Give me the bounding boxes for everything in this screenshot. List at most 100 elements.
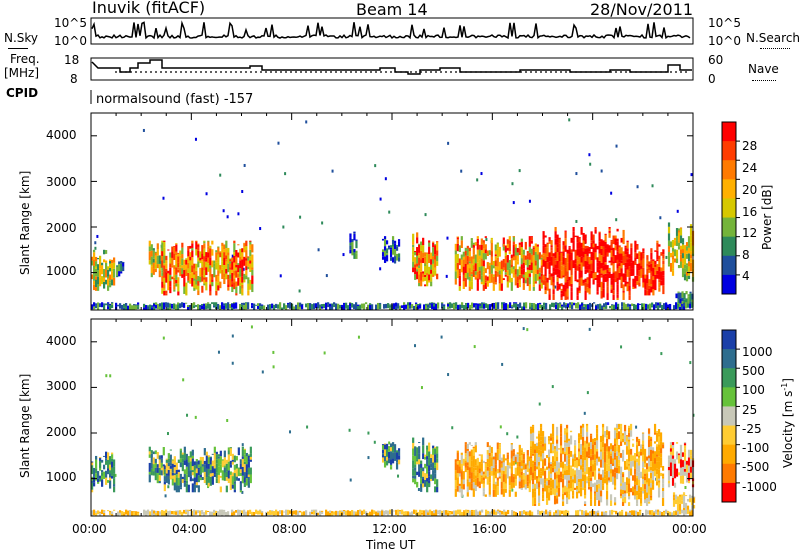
data-cell bbox=[606, 281, 609, 287]
data-cell bbox=[611, 463, 615, 466]
data-cell bbox=[470, 478, 473, 484]
data-cell bbox=[422, 257, 425, 264]
data-cell bbox=[691, 510, 694, 516]
freq-label: Freq. bbox=[10, 52, 40, 66]
data-cell bbox=[163, 474, 166, 477]
data-cell bbox=[572, 235, 575, 241]
data-cell bbox=[687, 266, 691, 272]
data-cell bbox=[627, 436, 631, 440]
data-cell bbox=[426, 449, 429, 457]
data-cell bbox=[564, 257, 567, 266]
data-cell bbox=[683, 245, 687, 254]
data-cell bbox=[558, 237, 561, 239]
data-cell bbox=[383, 250, 387, 257]
data-cell bbox=[241, 448, 244, 457]
data-cell bbox=[637, 511, 640, 516]
data-cell bbox=[496, 480, 499, 487]
data-cell bbox=[619, 495, 623, 499]
data-cell bbox=[412, 475, 415, 479]
data-cell bbox=[470, 256, 473, 264]
data-cell bbox=[581, 455, 585, 458]
data-cell bbox=[543, 458, 547, 466]
data-cell bbox=[277, 511, 280, 516]
data-cell bbox=[553, 446, 557, 449]
data-cell bbox=[494, 484, 497, 490]
scatter-point bbox=[277, 141, 280, 145]
data-cell bbox=[359, 509, 362, 511]
data-cell bbox=[468, 459, 471, 468]
data-cell bbox=[95, 459, 98, 469]
data-cell bbox=[458, 258, 461, 266]
data-cell bbox=[428, 471, 431, 477]
data-cell bbox=[576, 295, 579, 300]
data-cell bbox=[563, 430, 567, 435]
data-cell bbox=[675, 235, 679, 241]
data-cell bbox=[187, 509, 190, 511]
data-cell bbox=[233, 473, 236, 482]
data-cell bbox=[619, 434, 623, 442]
data-cell bbox=[540, 254, 543, 258]
data-cell bbox=[641, 490, 645, 494]
data-cell bbox=[239, 268, 242, 277]
data-cell bbox=[447, 510, 450, 513]
data-cell bbox=[607, 451, 611, 459]
data-cell bbox=[209, 473, 212, 477]
data-cell bbox=[609, 453, 613, 456]
data-cell bbox=[351, 241, 354, 252]
data-cell bbox=[468, 467, 471, 476]
data-cell bbox=[484, 236, 487, 238]
data-cell bbox=[185, 512, 188, 515]
data-cell bbox=[229, 278, 232, 287]
data-cell bbox=[611, 304, 614, 306]
data-cell bbox=[462, 259, 465, 262]
data-cell bbox=[215, 252, 218, 261]
data-cell bbox=[681, 253, 685, 259]
data-cell bbox=[421, 512, 424, 515]
data-cell bbox=[482, 260, 485, 267]
data-cell bbox=[681, 244, 685, 250]
data-cell bbox=[137, 304, 140, 307]
data-cell bbox=[249, 263, 252, 270]
data-cell bbox=[101, 459, 104, 463]
data-cell bbox=[458, 466, 461, 474]
data-cell bbox=[163, 476, 166, 482]
data-cell bbox=[508, 275, 511, 283]
data-cell bbox=[416, 461, 419, 465]
data-cell bbox=[572, 248, 575, 252]
data-cell bbox=[577, 302, 580, 309]
data-cell bbox=[381, 449, 385, 454]
data-cell bbox=[159, 303, 162, 307]
data-cell bbox=[627, 512, 630, 516]
data-cell bbox=[654, 276, 657, 280]
power-colorbar bbox=[721, 121, 740, 295]
data-cell bbox=[225, 512, 228, 516]
data-cell bbox=[562, 251, 565, 257]
data-cell bbox=[533, 483, 537, 489]
data-cell bbox=[239, 248, 242, 253]
data-cell bbox=[514, 260, 517, 270]
data-cell bbox=[550, 256, 553, 266]
data-cell bbox=[577, 478, 581, 483]
data-cell bbox=[591, 459, 595, 465]
data-cell bbox=[526, 450, 529, 456]
data-cell bbox=[171, 251, 174, 258]
data-cell bbox=[524, 259, 527, 266]
data-cell bbox=[656, 250, 659, 255]
data-cell bbox=[207, 510, 210, 512]
data-cell bbox=[632, 268, 635, 276]
data-cell bbox=[285, 509, 288, 515]
data-cell bbox=[482, 474, 485, 478]
data-cell bbox=[656, 259, 659, 262]
data-cell bbox=[117, 304, 120, 307]
data-cell bbox=[532, 284, 535, 287]
data-cell bbox=[675, 510, 678, 516]
data-cell bbox=[519, 511, 522, 516]
scatter-point bbox=[575, 172, 578, 176]
data-cell bbox=[377, 510, 380, 513]
data-cell bbox=[651, 471, 655, 481]
data-cell bbox=[171, 305, 174, 309]
scatter-point bbox=[226, 215, 229, 219]
data-cell bbox=[582, 247, 585, 252]
data-cell bbox=[414, 467, 417, 471]
data-cell bbox=[305, 303, 308, 308]
